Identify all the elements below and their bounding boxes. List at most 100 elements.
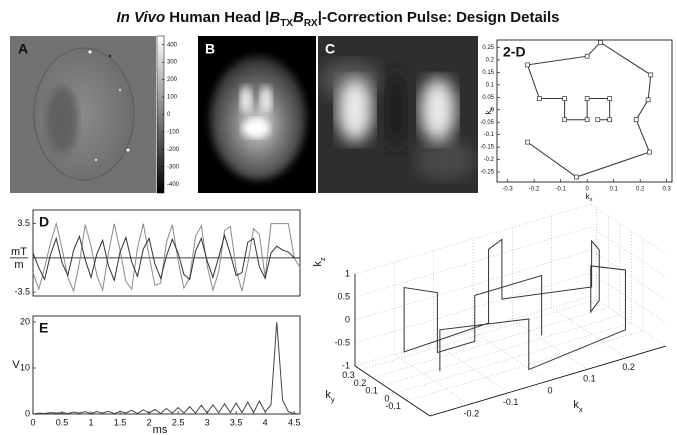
title-part: B	[293, 9, 304, 26]
y-tick-label: 0.2	[486, 58, 495, 64]
y-axis-label: ky	[325, 389, 335, 404]
y-axis-label: V	[12, 359, 20, 371]
x-tick-label: 2	[147, 418, 152, 428]
marker	[562, 117, 567, 123]
y-tick-label: 0	[384, 393, 389, 403]
x-tick-label: 2.5	[172, 418, 185, 428]
marker	[537, 96, 542, 101]
colorbar-label: -100	[167, 130, 180, 136]
marker	[647, 149, 652, 155]
marker	[607, 117, 613, 123]
grid-line	[354, 249, 592, 321]
y-tick-label: -0.15	[480, 145, 494, 151]
y-tick-label: 20	[20, 316, 30, 326]
y-tick-label: 0	[491, 107, 495, 113]
y-axis-label-main: k	[484, 109, 493, 114]
marker	[645, 97, 651, 103]
x-tick-label: 1.5	[114, 418, 127, 428]
x-tick-label: 0.2	[636, 186, 645, 192]
x-axis-label-main: k	[586, 192, 591, 201]
data-line	[32, 233, 300, 283]
x-tick-label: 0	[585, 186, 589, 192]
colorbar-label: 100	[167, 95, 178, 101]
colorbar-label: 0	[167, 112, 171, 118]
title-part: B	[269, 9, 280, 26]
x-tick-label: 0.1	[609, 186, 618, 192]
x-tick-label: 3.5	[230, 418, 243, 428]
trajectory	[403, 238, 626, 372]
y-tick-label: 3.5	[17, 218, 30, 228]
title-part: TX	[280, 18, 293, 29]
y-tick-label: 0.1	[486, 82, 495, 88]
image-c	[318, 36, 478, 193]
x-tick-label: 4	[263, 418, 268, 428]
z-tick-label: 0.5	[337, 291, 350, 301]
marker	[525, 139, 530, 145]
y-tick-label: -0.2	[484, 157, 495, 163]
z-tick-label: -0.5	[334, 337, 350, 347]
y-axis-label: mT	[11, 246, 27, 258]
x-axis-label: ms	[153, 424, 168, 435]
marker	[525, 62, 530, 68]
grid-line	[590, 226, 667, 278]
y-tick-label: -0.05	[480, 120, 494, 126]
y-tick-label: 0.05	[482, 95, 494, 101]
x-tick-label: -0.3	[502, 186, 513, 192]
x-tick-label: 0.3	[663, 186, 672, 192]
x-tick-label: 0.5	[56, 418, 69, 428]
data-line	[32, 321, 301, 415]
marker	[562, 96, 567, 101]
title-part: Human Head |	[165, 9, 269, 26]
y-tick-label: 0.25	[482, 45, 494, 51]
panel-label: B	[205, 41, 215, 57]
title-part: RX	[304, 18, 318, 29]
panel-label: C	[325, 41, 335, 57]
grid-line	[395, 322, 632, 394]
grid-line	[383, 314, 620, 386]
y-tick-label: 0.2	[354, 378, 367, 388]
marker	[574, 174, 579, 180]
panel-label: A	[18, 41, 28, 57]
y-axis-label: m	[14, 259, 23, 271]
y-tick-label: 0	[25, 408, 30, 418]
grid-line	[433, 342, 509, 393]
colorbar-label: -200	[167, 147, 180, 153]
x-tick-label: -0.1	[503, 397, 519, 407]
title-part: In Vivo	[117, 9, 166, 26]
z-axis-label-main: k	[312, 261, 324, 267]
panel-label: D	[39, 214, 49, 230]
x-axis-label-main: k	[573, 399, 579, 411]
marker	[633, 117, 639, 123]
colorbar-label: 300	[167, 60, 178, 66]
y-tick-label: -0.1	[484, 132, 495, 138]
grid-line	[394, 354, 470, 405]
x-tick-label: 0	[30, 418, 35, 428]
image-b	[198, 36, 316, 193]
y-axis-label-sub: y	[331, 395, 335, 404]
marker	[607, 96, 613, 101]
y-tick-label: 0.1	[365, 386, 378, 396]
y-tick-label: 0.3	[342, 370, 355, 380]
y-tick-label: -0.1	[385, 401, 401, 411]
y-tick-label: 0.15	[482, 70, 494, 76]
panel-label: 2-D	[503, 44, 526, 60]
x-tick-label: -0.1	[555, 186, 566, 192]
grid-line	[590, 249, 667, 301]
grid-line	[512, 319, 588, 370]
x-tick-label: -0.2	[464, 409, 480, 419]
y-axis-label-sub: y	[489, 107, 495, 110]
z-tick-label: -1	[342, 360, 350, 370]
grid-line	[590, 203, 667, 255]
y-tick-label: -0.25	[480, 170, 494, 176]
colorbar-label: -400	[167, 182, 180, 188]
x-tick-label: 0	[547, 385, 552, 395]
grid-line	[590, 295, 667, 347]
plot-frame	[32, 315, 301, 415]
grid-line	[372, 307, 609, 378]
x-axis-label-main: ms	[153, 424, 168, 435]
marker	[648, 72, 654, 78]
grid-line	[354, 226, 592, 298]
grid-line	[354, 272, 592, 344]
